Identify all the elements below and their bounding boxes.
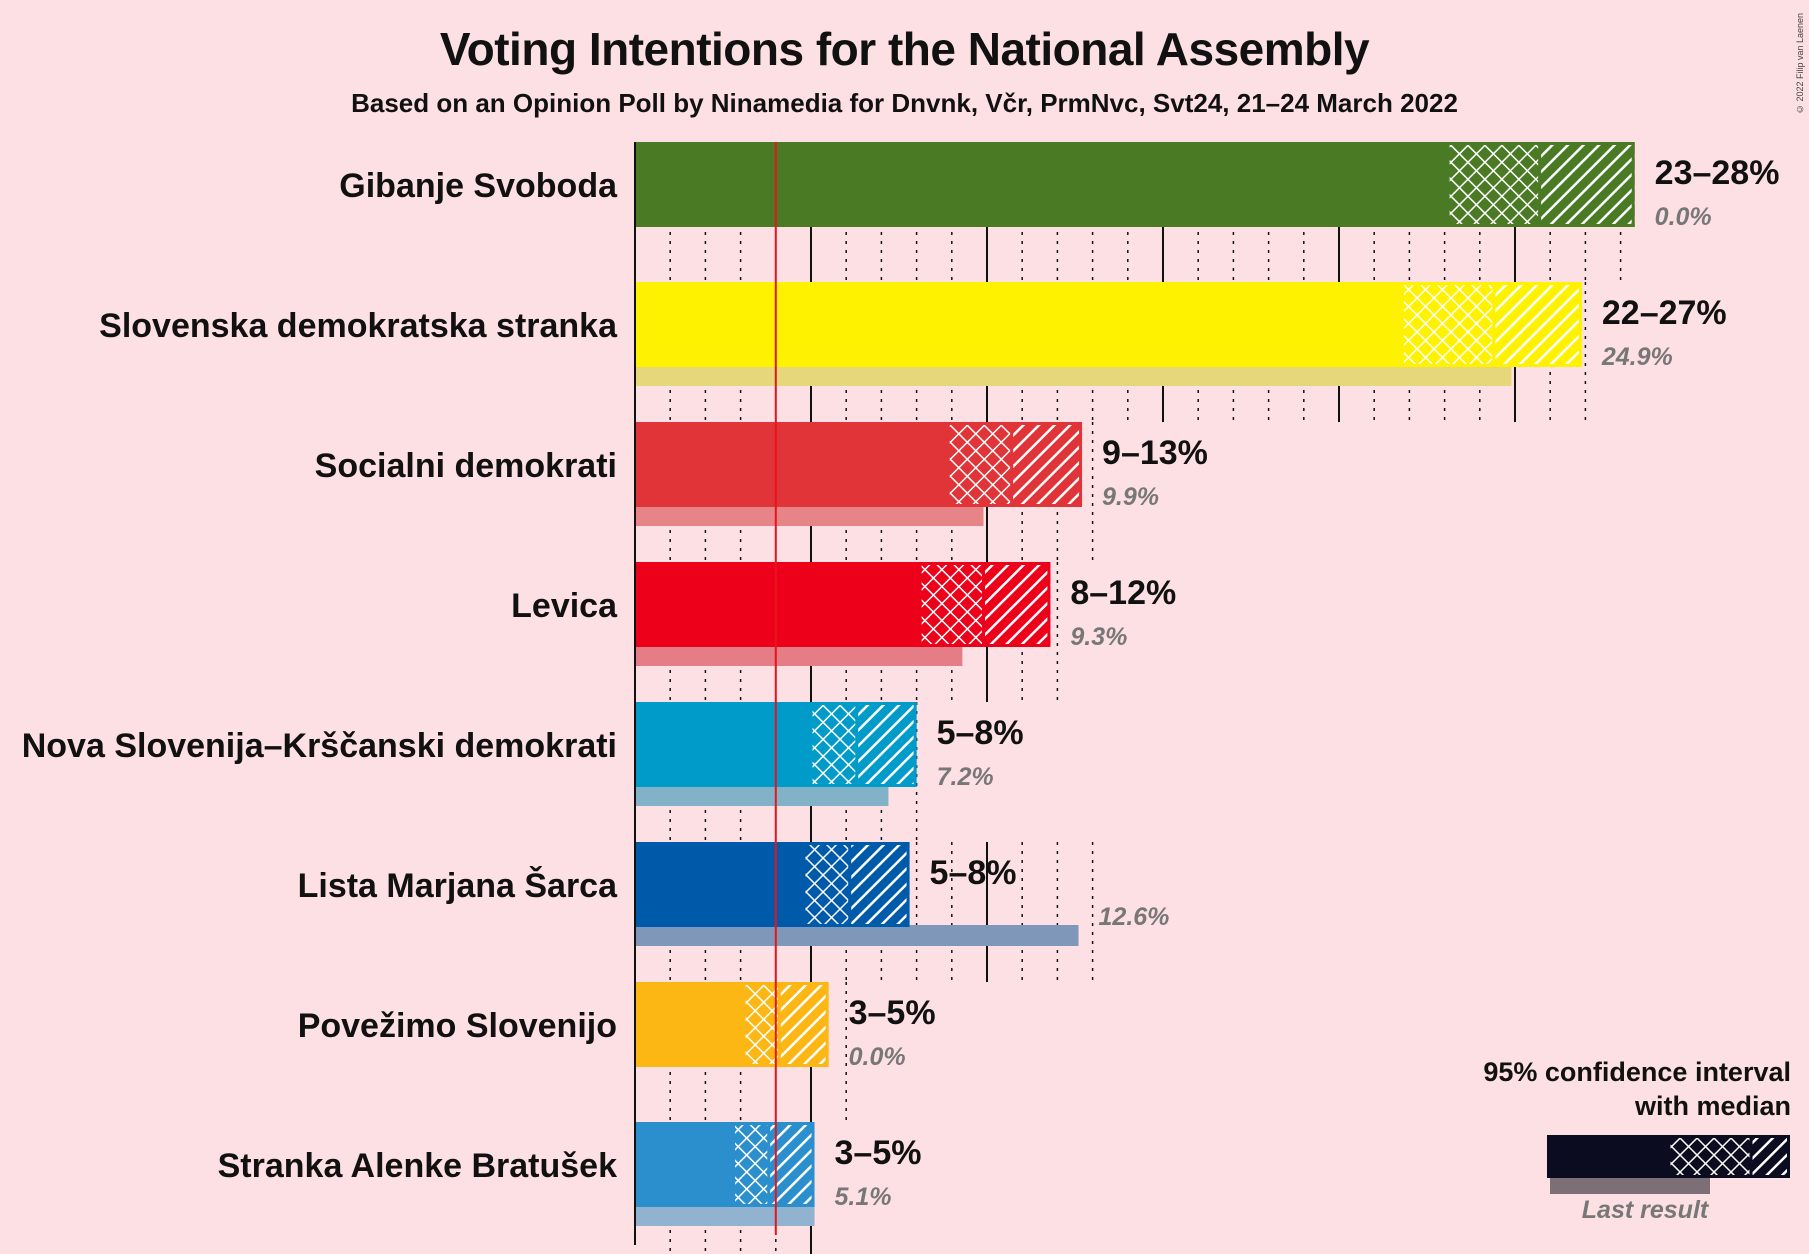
- range-label: 9–13%: [1102, 434, 1208, 472]
- party-label: Socialni demokrati: [315, 447, 617, 485]
- legend-cross-swatch: [1669, 1135, 1751, 1178]
- last-result-label: 5.1%: [835, 1183, 892, 1211]
- last-result-bar: [635, 1205, 815, 1226]
- ci-upper-hatch: [849, 842, 910, 927]
- last-result-label: 7.2%: [937, 763, 994, 791]
- ci-lower-hatch: [803, 842, 850, 927]
- ci-solid-bar: [635, 282, 1403, 367]
- ci-upper-hatch: [856, 702, 917, 787]
- ci-solid-bar: [635, 142, 1449, 227]
- ci-outline: [809, 702, 917, 787]
- legend-title: 95% confidence interval with median: [1391, 1055, 1791, 1123]
- ci-lower-hatch: [811, 702, 857, 787]
- ci-upper-hatch: [779, 982, 829, 1067]
- party-label: Povežimo Slovenijo: [298, 1007, 617, 1045]
- ci-upper-hatch: [1493, 282, 1582, 367]
- ci-lower-hatch: [733, 1122, 769, 1207]
- legend-last-result-label: Last result: [1581, 1196, 1709, 1224]
- ci-lower-hatch: [948, 422, 1012, 507]
- legend-outline: [1667, 1135, 1790, 1178]
- last-result-label: 9.9%: [1102, 483, 1159, 511]
- ci-outline: [802, 842, 910, 927]
- ci-lower-hatch: [1402, 282, 1494, 367]
- ci-upper-hatch: [983, 562, 1051, 647]
- chart-title: Voting Intentions for the National Assem…: [439, 23, 1370, 75]
- ci-outline: [732, 1122, 815, 1207]
- last-result-bar: [635, 365, 1512, 386]
- last-result-label: 12.6%: [1099, 903, 1170, 931]
- party-label: Slovenska demokratska stranka: [99, 307, 618, 345]
- range-label: 8–12%: [1070, 574, 1176, 612]
- last-result-bar: [635, 925, 1079, 946]
- range-label: 22–27%: [1602, 294, 1727, 332]
- range-label: 5–8%: [930, 854, 1017, 892]
- ci-outline: [1400, 282, 1582, 367]
- range-label: 23–28%: [1655, 154, 1780, 192]
- ci-lower-hatch: [920, 562, 984, 647]
- last-result-bar: [635, 505, 984, 526]
- legend-title-line1: 95% confidence interval: [1483, 1057, 1791, 1087]
- ci-solid-bar: [635, 1122, 734, 1207]
- chart-subtitle: Based on an Opinion Poll by Ninamedia fo…: [351, 88, 1458, 118]
- last-result-bar: [635, 645, 963, 666]
- range-label: 3–5%: [835, 1134, 922, 1172]
- legend-solid-swatch: [1547, 1135, 1669, 1178]
- range-label: 5–8%: [937, 714, 1024, 752]
- ci-solid-bar: [635, 422, 949, 507]
- ci-upper-hatch: [1539, 142, 1635, 227]
- last-result-label: 24.9%: [1601, 343, 1673, 371]
- ci-outline: [946, 422, 1083, 507]
- party-label: Nova Slovenija–Krščanski demokrati: [22, 727, 617, 765]
- last-result-label: 0.0%: [849, 1043, 906, 1071]
- legend-title-line2: with median: [1634, 1091, 1791, 1121]
- last-result-label: 0.0%: [1655, 203, 1712, 231]
- legend-last-result-swatch: [1550, 1176, 1710, 1194]
- ci-solid-bar: [635, 842, 804, 927]
- ci-upper-hatch: [1011, 422, 1083, 507]
- ci-lower-hatch: [1448, 142, 1540, 227]
- last-result-label: 9.3%: [1070, 623, 1127, 651]
- ci-solid-bar: [635, 562, 921, 647]
- party-label: Gibanje Svoboda: [339, 167, 618, 205]
- range-label: 3–5%: [849, 994, 936, 1032]
- legend-hatch-swatch: [1751, 1135, 1790, 1178]
- ci-solid-bar: [635, 982, 745, 1067]
- ci-lower-hatch: [744, 982, 780, 1067]
- party-label: Lista Marjana Šarca: [298, 866, 618, 905]
- party-label: Stranka Alenke Bratušek: [218, 1147, 617, 1185]
- ci-outline: [742, 982, 829, 1067]
- last-result-bar: [635, 785, 889, 806]
- party-label: Levica: [511, 587, 618, 625]
- ci-solid-bar: [635, 702, 811, 787]
